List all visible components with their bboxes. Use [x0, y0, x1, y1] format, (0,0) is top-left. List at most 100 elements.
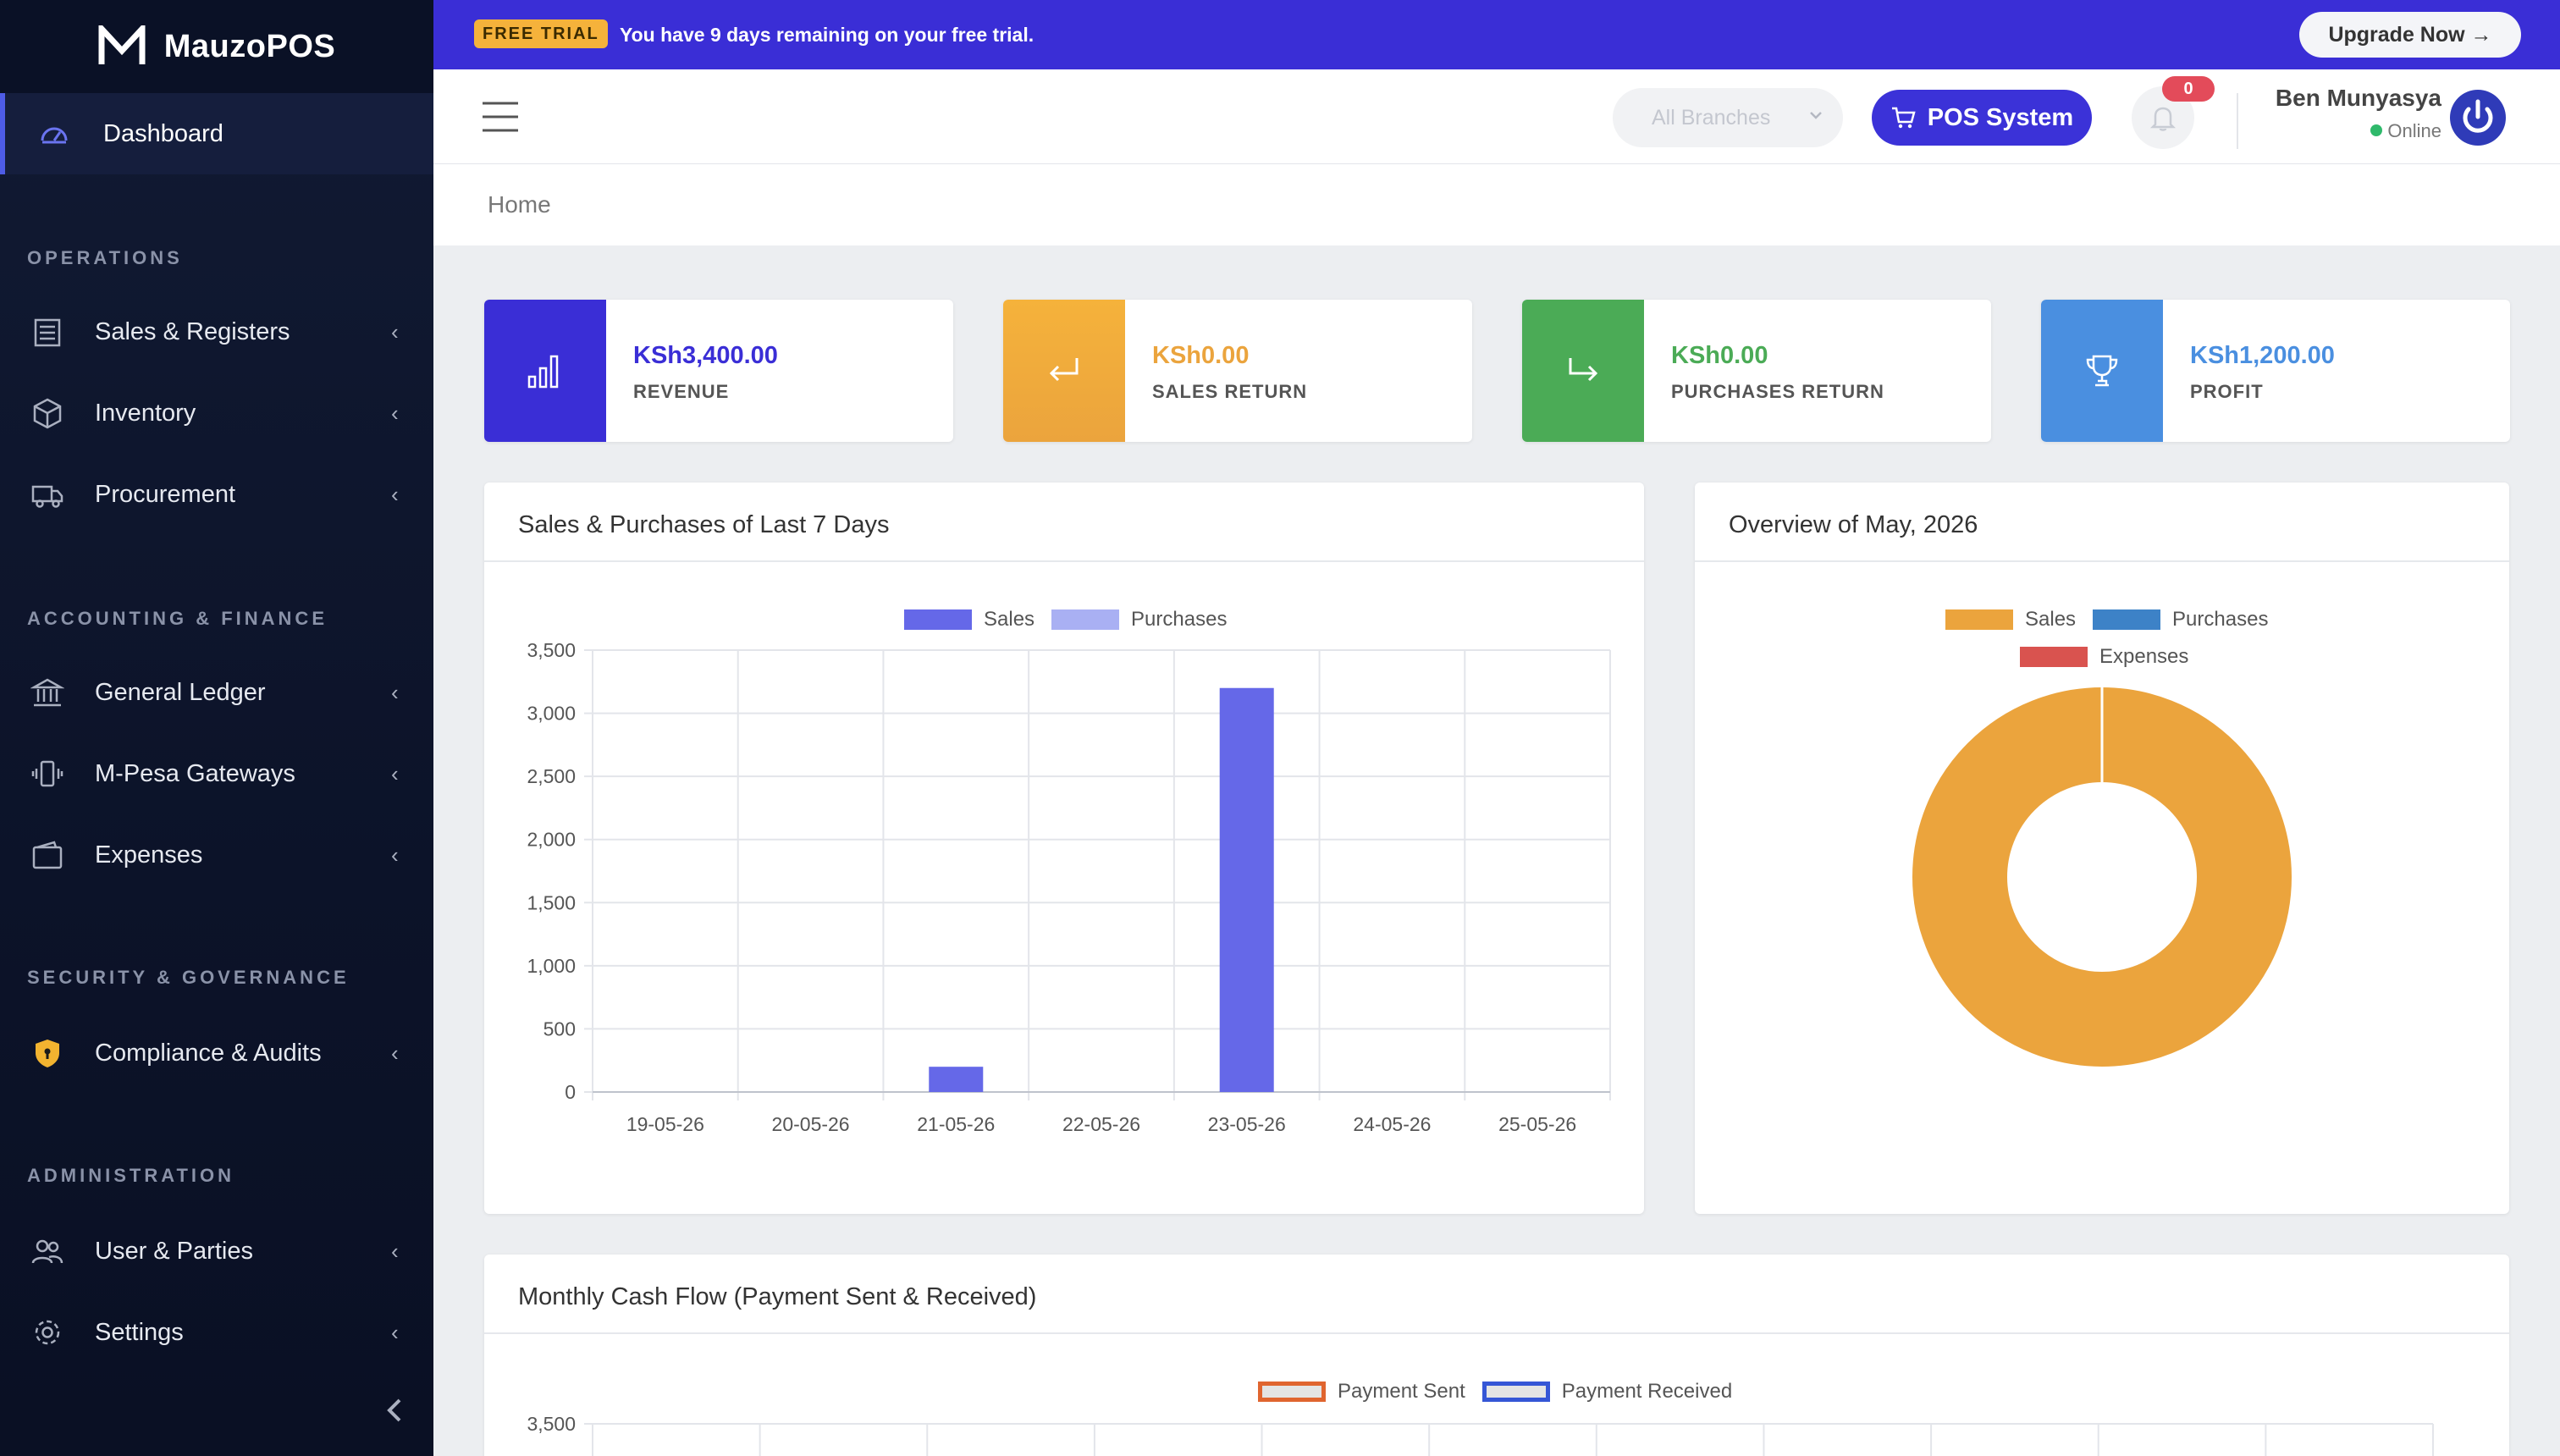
cashflow-chart: 3,500: [527, 1413, 2434, 1456]
sales-return-icon-box: [1003, 300, 1125, 442]
sales-return-value: KSh0.00: [1152, 342, 1250, 369]
branch-select[interactable]: All Branches: [1613, 88, 1843, 147]
chevron-left-icon: ‹: [391, 1319, 399, 1345]
sidebar: MauzoPOS Dashboard OPERATIONS Sales & Re…: [0, 0, 433, 1456]
brand[interactable]: MauzoPOS: [0, 0, 433, 93]
brand-logo-icon: [98, 25, 146, 64]
return-arrow-icon: [1049, 358, 1079, 382]
overview-donut-chart: [1912, 687, 2292, 1067]
legend-label-payment-sent[interactable]: Payment Sent: [1338, 1380, 1465, 1403]
panel-divider: [484, 560, 1644, 562]
section-title-operations: OPERATIONS: [27, 247, 183, 268]
legend-label-sales[interactable]: Sales: [984, 608, 1035, 631]
chevron-left-icon: ‹: [391, 318, 399, 345]
chevron-left-icon: ‹: [391, 679, 399, 705]
collapse-sidebar-icon[interactable]: [378, 1393, 411, 1427]
legend-label-sales[interactable]: Sales: [2025, 608, 2077, 631]
y-tick-label: 500: [543, 1018, 576, 1040]
y-tick-label: 3,500: [527, 1413, 576, 1435]
sidebar-item-users[interactable]: User & Parties ‹: [0, 1221, 433, 1282]
legend-label-payment-received[interactable]: Payment Received: [1561, 1380, 1733, 1403]
panel-title: Sales & Purchases of Last 7 Days: [518, 511, 890, 538]
x-tick-label: 21-05-26: [917, 1113, 995, 1135]
stat-card-sales-return: KSh0.00 SALES RETURN: [1003, 300, 1472, 442]
upgrade-now-button[interactable]: Upgrade Now →: [2299, 12, 2521, 58]
sidebar-item-procurement[interactable]: Procurement ‹: [0, 464, 433, 525]
x-tick-label: 24-05-26: [1353, 1113, 1431, 1135]
section-title-administration: ADMINISTRATION: [27, 1165, 235, 1186]
bar-sales: [929, 1067, 984, 1092]
legend-swatch-payment-sent: [1258, 1382, 1326, 1402]
panel-title: Overview of May, 2026: [1729, 511, 1978, 538]
legend-label-purchases[interactable]: Purchases: [2172, 608, 2269, 631]
user-name[interactable]: Ben Munyasya: [2275, 85, 2441, 111]
menu-icon[interactable]: [481, 100, 520, 134]
chevron-down-icon: [1810, 112, 1822, 119]
brand-name: MauzoPOS: [163, 28, 336, 64]
sidebar-item-label: Settings: [95, 1318, 184, 1346]
sidebar-item-expenses[interactable]: Expenses ‹: [0, 825, 433, 885]
legend-swatch-purchases: [1051, 609, 1120, 630]
sidebar-item-label: Expenses: [95, 841, 203, 869]
power-icon[interactable]: [2448, 88, 2508, 147]
sidebar-item-label: Dashboard: [103, 119, 223, 147]
legend-swatch-expenses: [2020, 647, 2088, 667]
cashflow-panel: Monthly Cash Flow (Payment Sent & Receiv…: [484, 1255, 2509, 1456]
pos-system-label: POS System: [1927, 103, 2074, 131]
cart-icon: [1891, 107, 1916, 129]
purchases-return-label: PURCHASES RETURN: [1671, 381, 1884, 402]
revenue-label: REVENUE: [633, 381, 730, 402]
truck-icon: [31, 485, 63, 508]
purchases-return-icon-box: [1522, 300, 1644, 442]
stat-card-purchases-return: KSh0.00 PURCHASES RETURN: [1522, 300, 1991, 442]
x-tick-label: 22-05-26: [1062, 1113, 1140, 1135]
users-icon: [31, 1239, 63, 1264]
revenue-value: KSh3,400.00: [633, 342, 778, 369]
sidebar-item-dashboard[interactable]: Dashboard: [0, 93, 433, 174]
legend-label-purchases[interactable]: Purchases: [1131, 608, 1228, 631]
trial-badge: FREE TRIAL: [474, 19, 608, 48]
section-title-accounting: ACCOUNTING & FINANCE: [27, 608, 328, 629]
y-tick-label: 1,000: [527, 955, 576, 977]
pie-legend-row2: Expenses: [2020, 645, 2188, 669]
breadcrumb-home[interactable]: Home: [488, 191, 551, 218]
phone-vibrate-icon: [31, 760, 63, 787]
bar-sales: [1219, 687, 1274, 1092]
chevron-left-icon: ‹: [391, 760, 399, 786]
x-tick-label: 19-05-26: [626, 1113, 704, 1135]
pos-system-button[interactable]: POS System: [1872, 90, 2092, 146]
legend-label-expenses[interactable]: Expenses: [2099, 645, 2189, 668]
sidebar-item-compliance[interactable]: Compliance & Audits ‹: [0, 1023, 433, 1084]
trial-banner: FREE TRIAL You have 9 days remaining on …: [433, 0, 2560, 69]
y-tick-label: 3,000: [527, 703, 576, 725]
trophy-icon: [2086, 355, 2118, 387]
sidebar-item-general-ledger[interactable]: General Ledger ‹: [0, 662, 433, 723]
sidebar-item-sales[interactable]: Sales & Registers ‹: [0, 301, 433, 362]
chevron-left-icon: ‹: [391, 400, 399, 426]
x-tick-label: 20-05-26: [772, 1113, 850, 1135]
notifications-button[interactable]: [2132, 86, 2194, 149]
panel-divider: [1695, 560, 2509, 562]
profit-label: PROFIT: [2190, 381, 2264, 402]
y-tick-label: 3,500: [527, 639, 576, 661]
profit-icon-box: [2041, 300, 2163, 442]
gear-icon: [35, 1320, 60, 1345]
bank-icon: [30, 678, 64, 707]
y-tick-label: 0: [565, 1081, 576, 1103]
forward-arrow-icon: [1569, 358, 1598, 382]
legend-swatch-sales: [904, 609, 972, 630]
y-tick-label: 2,500: [527, 765, 576, 787]
top-header: All Branches POS System 0 Ben Munyasya O…: [433, 69, 2560, 164]
sidebar-item-inventory[interactable]: Inventory ‹: [0, 383, 433, 444]
sidebar-item-label: Compliance & Audits: [95, 1039, 322, 1067]
stat-card-profit: KSh1,200.00 PROFIT: [2041, 300, 2510, 442]
sidebar-item-mpesa-gateways[interactable]: M-Pesa Gateways ‹: [0, 743, 433, 804]
section-title-security: SECURITY & GOVERNANCE: [27, 967, 350, 988]
user-status: Online: [2262, 120, 2441, 142]
chevron-left-icon: ‹: [391, 481, 399, 507]
sidebar-item-settings[interactable]: Settings ‹: [0, 1302, 433, 1363]
notification-count-badge: 0: [2162, 76, 2215, 102]
profit-value: KSh1,200.00: [2190, 342, 2335, 369]
sidebar-item-label: General Ledger: [95, 678, 266, 706]
y-tick-label: 1,500: [527, 891, 576, 913]
